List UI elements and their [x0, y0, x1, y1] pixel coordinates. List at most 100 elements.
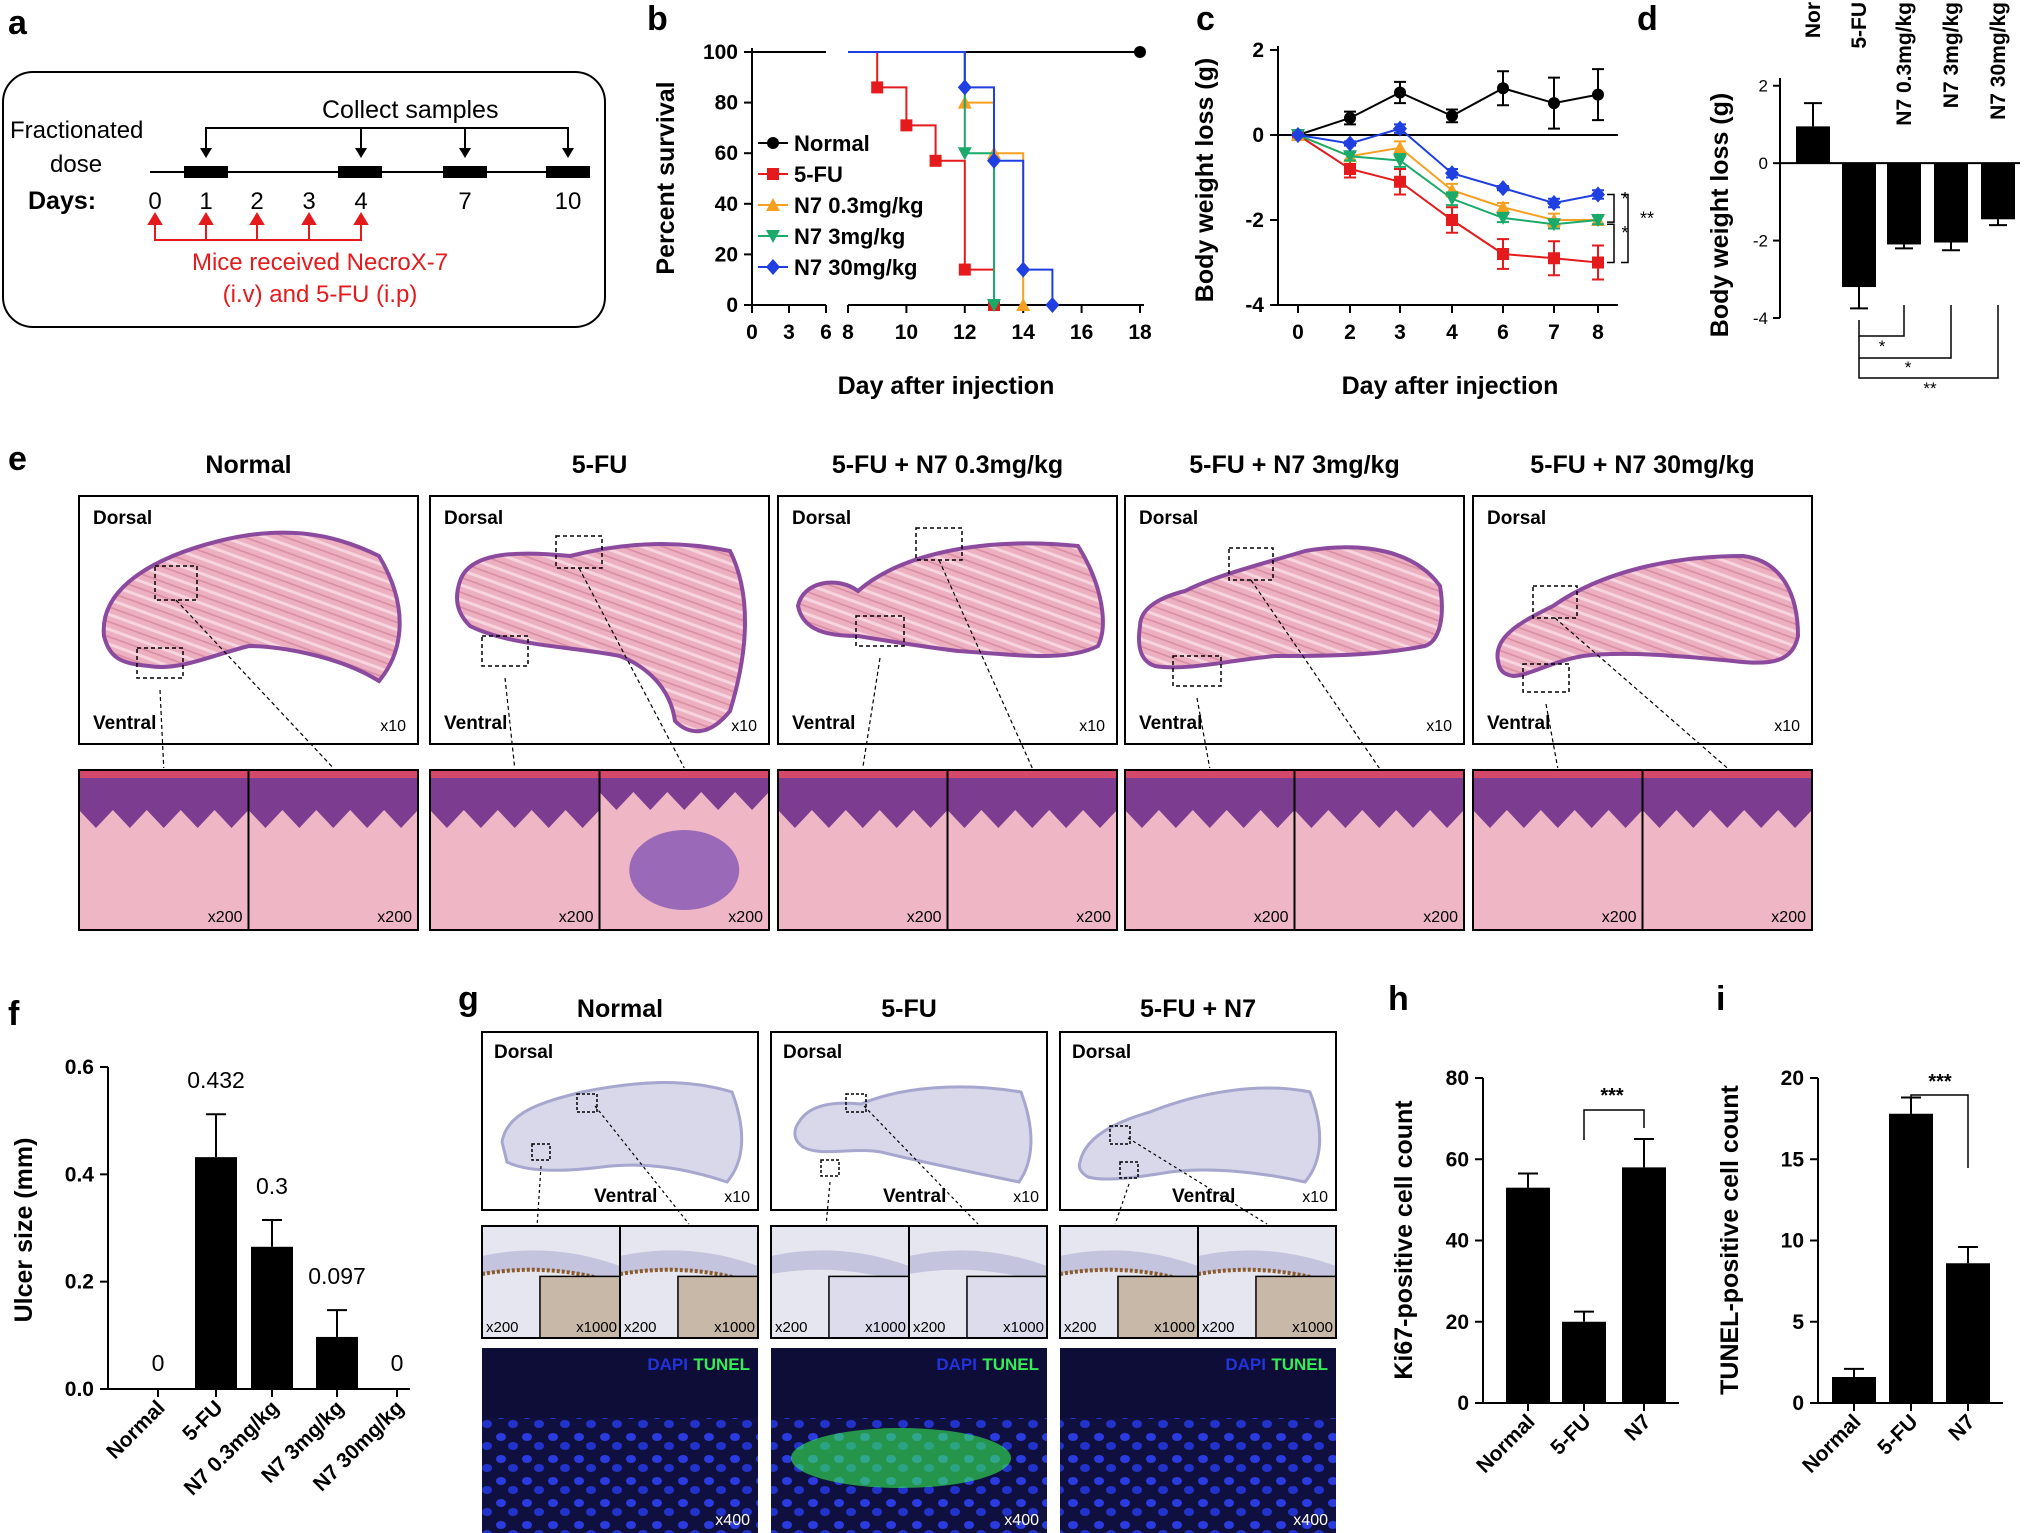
legend-marker [766, 198, 780, 211]
collect-bracket [205, 127, 569, 150]
zoom-box [1522, 663, 1570, 693]
y-tick-label: 0.6 [65, 1056, 94, 1079]
zoom-box [136, 647, 184, 679]
y-tick-label: 2 [1759, 77, 1768, 96]
sig-label: *** [1600, 1085, 1624, 1107]
y-axis-title: Percent survival [652, 81, 680, 274]
fractionated-label-2: dose [50, 151, 102, 178]
magnification-label: x200 [624, 1319, 657, 1336]
zoom-frame [1641, 769, 1813, 931]
sig-label: * [1621, 189, 1628, 209]
ventral-label: Ventral [444, 713, 507, 734]
series-point [929, 154, 942, 167]
epithelium-layer [1294, 776, 1464, 828]
panel-i: i 0 5 10 15 20 TUNEL-positive cell count Norma… [1716, 980, 2003, 1478]
zoom-frame [908, 1225, 1048, 1339]
dapi-label: DAPI [1225, 1355, 1266, 1374]
y-tick-label: 80 [715, 92, 738, 115]
y-tick-label: 20 [715, 243, 738, 266]
panel-b: b 0 20 40 60 80 100 0 3 6 8 10 12 14 16 18 Day after in… [647, 0, 1152, 400]
bar [1506, 1187, 1550, 1403]
tunel-bar-chart: 0 5 10 15 20 TUNEL-positive cell count Normal 5… [1716, 1067, 2003, 1478]
tunel-label: TUNEL [1271, 1355, 1328, 1374]
series-point [1591, 214, 1605, 227]
y-tick-label: 5 [1792, 1311, 1804, 1334]
connector [1250, 579, 1380, 769]
keratin-layer [947, 770, 1117, 778]
dorsal-label: Dorsal [494, 1042, 553, 1063]
x-tick-label: 14 [1012, 321, 1036, 344]
ventral-label: Ventral [93, 713, 156, 734]
series-point [1591, 186, 1605, 203]
y-tick-label: 20 [1446, 1311, 1469, 1334]
bar [251, 1246, 293, 1389]
series-point [1496, 211, 1510, 225]
epithelium-layer [778, 776, 948, 828]
dose-arrows [147, 212, 369, 241]
bar [1981, 163, 2015, 220]
series-point [1445, 192, 1459, 206]
magnification-label: x200 [559, 909, 594, 926]
series-point [1548, 97, 1560, 110]
group-header: 5-FU [572, 451, 628, 479]
ventral-label: Ventral [1172, 1186, 1235, 1207]
y-tick-label: 40 [715, 193, 738, 216]
magnification-label: x200 [1202, 1319, 1235, 1336]
zoom-frame [598, 769, 770, 931]
y-tick-label: 20 [1781, 1067, 1804, 1090]
panel-letter-d: d [1637, 0, 1658, 38]
panel-h: h 0 20 40 60 80 Ki67-positive cell count Norma… [1388, 980, 1679, 1478]
y-tick-label: 0 [1792, 1392, 1804, 1415]
value-label: 0.097 [308, 1263, 366, 1289]
bar [1934, 163, 1968, 243]
day-7: 7 [458, 188, 471, 215]
series-point [1592, 256, 1604, 269]
tongue-section [500, 1081, 744, 1184]
sig-bracket [1583, 1109, 1645, 1140]
connector [504, 677, 516, 769]
x-tick-label: 5-FU [1848, 2, 1871, 49]
zoom-box [820, 1159, 840, 1177]
dorsal-label: Dorsal [1072, 1042, 1131, 1063]
legend-label: N7 0.3mg/kg [794, 193, 924, 218]
epithelium-layer [1125, 776, 1295, 828]
group-header: 5-FU [881, 995, 937, 1023]
connector [938, 559, 1033, 769]
magnification-label: x10 [1426, 718, 1452, 735]
days-label: Days: [28, 187, 96, 215]
bar [1889, 1113, 1933, 1403]
series-point [1548, 252, 1560, 265]
series-point [1496, 180, 1510, 197]
legend-label: 5-FU [794, 162, 843, 187]
y-tick-label: 0.2 [65, 1271, 94, 1294]
dapi-nuclei [482, 1418, 758, 1533]
keratin-layer [1642, 770, 1812, 778]
zoom-box [1109, 1125, 1131, 1145]
value-label: 0 [391, 1350, 404, 1376]
weight-bar-chart: -4 -2 0 2 Body weight loss (g) Nor 5-FU N7 0.3m… [1706, 2, 2020, 398]
high-mag-inset [677, 1275, 759, 1339]
magnification-label: x400 [1004, 1512, 1039, 1529]
x-tick-label: 3 [1394, 321, 1406, 344]
tunel-label: TUNEL [693, 1355, 750, 1374]
mice-received-line1: Mice received NecroX-7 [192, 249, 448, 276]
connector [862, 657, 881, 769]
dorsal-label: Dorsal [783, 1042, 842, 1063]
epithelium-layer [248, 776, 418, 828]
series-point [1344, 112, 1356, 124]
series-point [1394, 86, 1406, 99]
x-tick-label: 8 [1592, 321, 1604, 344]
magnification-label: x1000 [1003, 1319, 1044, 1336]
x-tick-label: 0 [1292, 321, 1304, 344]
bar [1622, 1167, 1666, 1403]
series-point [1343, 135, 1357, 152]
ventral-label: Ventral [1139, 713, 1202, 734]
tongue-section [1077, 1086, 1322, 1184]
y-tick-label: 15 [1781, 1148, 1805, 1171]
series-point [1446, 214, 1458, 226]
series-line [1297, 134, 1599, 226]
series-point [1497, 82, 1509, 95]
bar [1887, 163, 1921, 245]
zoom-frame [1293, 769, 1465, 931]
panel-letter-b: b [647, 0, 668, 38]
